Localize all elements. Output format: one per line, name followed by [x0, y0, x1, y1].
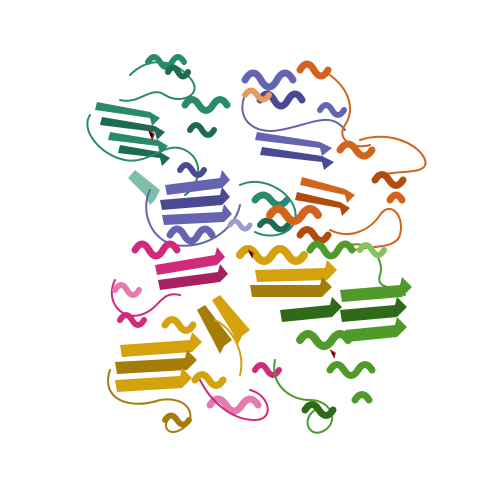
- chain-teal: [86, 54, 297, 237]
- chain-gold: [107, 245, 337, 433]
- chain-magenta: [110, 240, 282, 421]
- chain-orange: [242, 60, 427, 251]
- chain-green: [273, 240, 412, 434]
- ligand-sticks: [147, 129, 336, 359]
